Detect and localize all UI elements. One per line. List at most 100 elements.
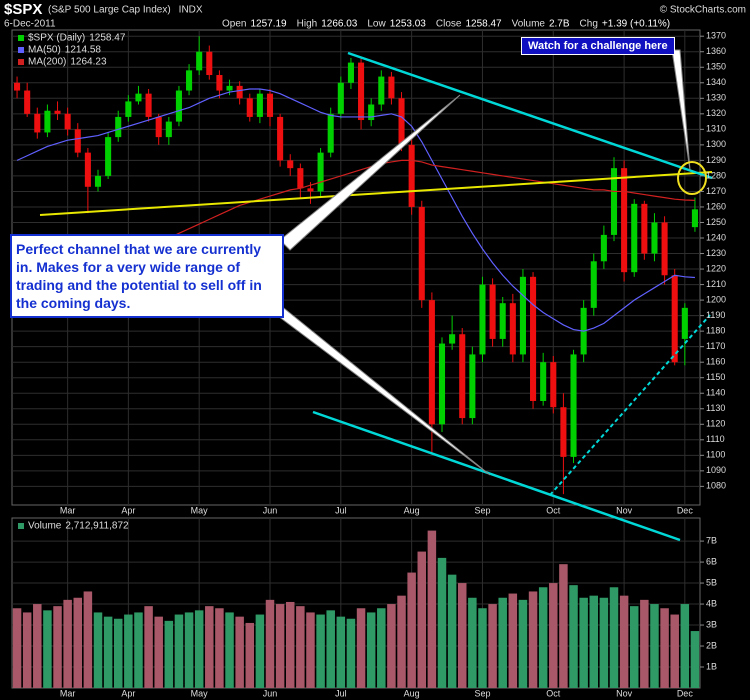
volume-bar — [690, 631, 700, 688]
candle-body — [226, 85, 233, 91]
volume-bar — [680, 604, 690, 688]
x-tick-label: May — [191, 688, 209, 698]
x-tick-label: Sep — [474, 688, 490, 698]
x-tick-label: Aug — [404, 688, 420, 698]
y-tick-label: 1360 — [706, 46, 726, 56]
candle-body — [135, 93, 142, 102]
x-tick-label: Nov — [616, 688, 633, 698]
y-tick-label: 1120 — [706, 419, 725, 429]
legend-label: $SPX (Daily) — [28, 33, 85, 44]
candle-body — [691, 209, 698, 228]
volume-bar — [356, 608, 366, 688]
volume-bar — [113, 618, 123, 688]
volume-bar — [397, 595, 406, 688]
legend-label: MA(50) — [28, 45, 61, 56]
marks — [12, 36, 700, 688]
candle-body — [186, 70, 193, 91]
x-tick-label: Oct — [546, 688, 561, 698]
volume-bar — [377, 608, 386, 688]
legend-value: 1264.23 — [70, 57, 107, 68]
volume-bar — [346, 618, 356, 688]
y-tick-label: 1250 — [706, 217, 726, 227]
y-tick-label: 7B — [706, 535, 717, 545]
candle-body — [388, 76, 395, 99]
y-tick-label: 1230 — [706, 248, 726, 258]
candle-body — [671, 275, 678, 363]
volume-bar — [63, 599, 72, 688]
candle-body — [519, 276, 526, 355]
volume-bar — [559, 564, 568, 688]
y-tick-label: 1080 — [706, 481, 726, 491]
candle-body — [631, 203, 638, 273]
volume-bar — [447, 574, 457, 688]
volume-bar — [366, 612, 376, 688]
y-tick-label: 1320 — [706, 108, 726, 118]
x-tick-label: Nov — [616, 505, 633, 515]
x-tick-label: Mar — [60, 688, 76, 698]
y-tick-label: 1340 — [706, 77, 726, 87]
candle-body — [297, 168, 304, 189]
candle-body — [165, 121, 172, 138]
candle-body — [337, 82, 344, 114]
candle-body — [145, 93, 152, 117]
volume-bar — [275, 604, 285, 688]
stat-label: Open — [222, 19, 246, 30]
volume-bar — [194, 610, 204, 688]
trendline — [347, 51, 713, 180]
x-tick-label: Dec — [677, 505, 694, 515]
volume-bar — [670, 614, 679, 688]
candle-body — [438, 343, 446, 425]
volume-bar — [599, 597, 609, 688]
candle-body — [347, 62, 354, 83]
candle-body — [428, 300, 435, 425]
volume-bar — [73, 597, 83, 688]
candle-body — [358, 62, 365, 121]
y-tick-label: 1260 — [706, 201, 726, 211]
y-tick-label: 1210 — [706, 279, 726, 289]
y-tick-label: 1110 — [706, 434, 725, 444]
y-tick-label: 1350 — [706, 62, 726, 72]
y-tick-label: 1220 — [706, 263, 726, 273]
candle-body — [125, 101, 132, 117]
candle-body — [610, 168, 618, 235]
volume-bar — [225, 612, 234, 688]
candle-body — [327, 113, 334, 153]
x-tick-label: Sep — [474, 505, 490, 515]
volume-bar — [285, 601, 295, 688]
volume-bar — [508, 593, 518, 688]
volume-bar — [650, 604, 659, 688]
y-tick-label: 1150 — [706, 372, 725, 382]
candle-body — [115, 116, 122, 138]
candle-body — [64, 113, 71, 130]
candle-body — [24, 90, 31, 114]
candle-body — [651, 222, 658, 254]
x-tick-label: Oct — [546, 505, 561, 515]
y-tick-label: 1140 — [706, 388, 725, 398]
candle-body — [479, 284, 486, 355]
stat-label: Close — [436, 19, 462, 30]
candle-body — [277, 116, 284, 161]
y-tick-label: 1130 — [706, 403, 725, 413]
candle-body — [256, 93, 263, 117]
legend-swatch — [18, 523, 24, 529]
volume-bar — [265, 599, 275, 688]
legend-value: 2,712,911,872 — [65, 521, 129, 532]
legend-label: Volume — [28, 521, 62, 532]
x-tick-label: Dec — [677, 688, 694, 698]
y-tick-label: 1160 — [706, 357, 725, 367]
volume-bar — [549, 583, 558, 688]
candle-body — [681, 307, 688, 339]
volume-bar — [245, 622, 255, 688]
candle-body — [398, 98, 405, 145]
candle-body — [621, 168, 628, 273]
x-tick-label: Jun — [263, 505, 278, 515]
trendline — [312, 410, 681, 542]
volume-bar — [184, 612, 194, 688]
y-tick-label: 1B — [706, 661, 717, 671]
legend-swatch — [18, 35, 24, 41]
volume-bar — [498, 597, 507, 688]
candle-body — [155, 116, 162, 138]
candle-body — [590, 261, 597, 308]
x-tick-label: May — [191, 505, 209, 515]
